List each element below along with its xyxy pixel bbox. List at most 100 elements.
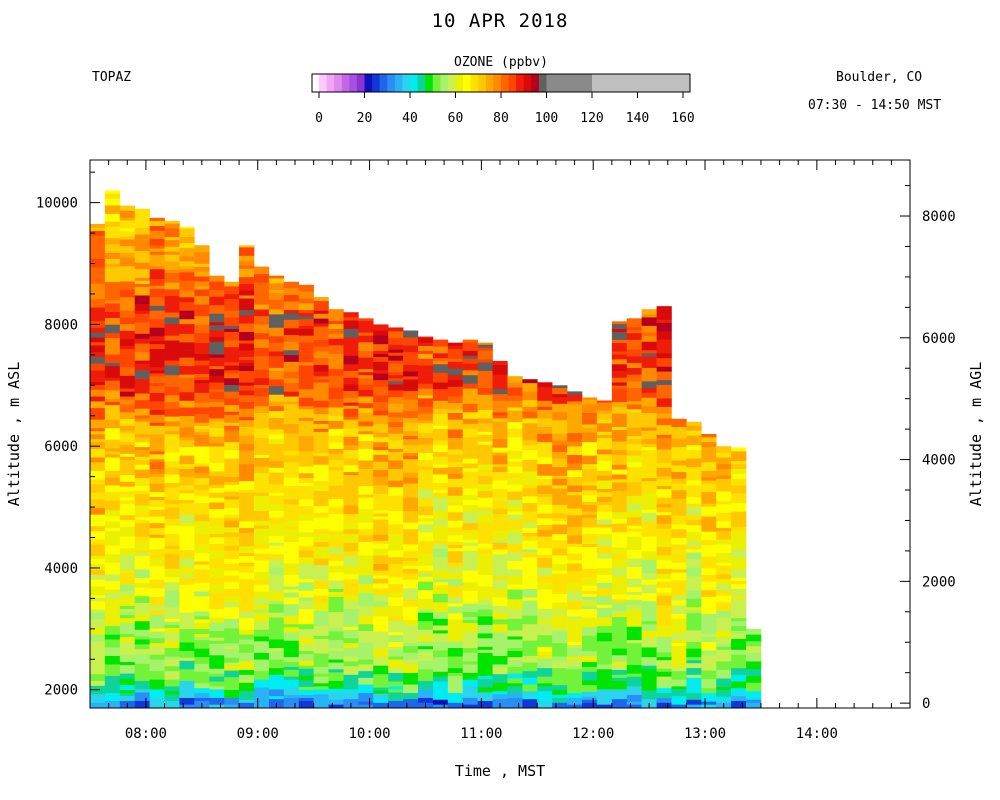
heatmap-cell xyxy=(641,509,657,513)
heatmap-cell xyxy=(626,656,642,666)
heatmap-cell xyxy=(104,216,121,222)
heatmap-cell xyxy=(671,613,687,619)
heatmap-cell xyxy=(611,575,628,585)
heatmap-cell xyxy=(537,426,553,434)
heatmap-cell xyxy=(209,517,225,523)
heatmap-cell xyxy=(477,604,493,610)
heatmap-cell xyxy=(701,491,717,496)
heatmap-cell xyxy=(716,578,732,585)
heatmap-cell xyxy=(373,656,389,666)
heatmap-cell xyxy=(298,397,314,407)
heatmap-cell xyxy=(388,421,404,427)
heatmap-cell xyxy=(432,428,449,432)
heatmap-cell xyxy=(716,559,732,563)
heatmap-cell xyxy=(268,535,285,543)
heatmap-cell xyxy=(268,625,285,631)
heatmap-cell xyxy=(522,532,538,536)
heatmap-cell xyxy=(119,430,136,434)
heatmap-cell xyxy=(224,697,240,705)
heatmap-cell xyxy=(537,582,553,590)
heatmap-cell xyxy=(119,210,136,218)
heatmap-cell xyxy=(477,449,493,457)
heatmap-cell xyxy=(477,490,493,498)
heatmap-cell xyxy=(164,383,180,387)
heatmap-cell xyxy=(686,480,702,486)
heatmap-cell xyxy=(254,335,270,340)
heatmap-cell xyxy=(134,692,150,701)
heatmap-cell xyxy=(90,427,106,432)
heatmap-cell xyxy=(358,701,374,705)
colorbar-title: OZONE (ppbv) xyxy=(454,55,548,70)
heatmap-cell xyxy=(119,646,136,656)
heatmap-cell xyxy=(507,584,523,590)
heatmap-cell xyxy=(626,694,642,702)
heatmap-cell xyxy=(104,332,121,339)
heatmap-cell xyxy=(686,466,702,473)
heatmap-cell xyxy=(507,692,523,698)
heatmap-cell xyxy=(432,461,449,465)
heatmap-cell xyxy=(388,570,404,578)
colorbar-bin xyxy=(637,74,691,92)
heatmap-cell xyxy=(164,686,180,692)
heatmap-cell xyxy=(194,402,210,408)
heatmap-cell xyxy=(283,382,300,392)
heatmap-cell xyxy=(492,597,508,607)
heatmap-cell xyxy=(641,412,657,417)
heatmap-cell xyxy=(104,412,121,420)
heatmap-cell xyxy=(119,257,136,267)
heatmap-cell xyxy=(254,576,270,580)
heatmap-cell xyxy=(239,283,255,291)
heatmap-cell xyxy=(716,478,732,484)
heatmap-cell xyxy=(403,568,419,574)
heatmap-cell xyxy=(417,423,434,431)
heatmap-cell xyxy=(641,559,657,569)
heatmap-cell xyxy=(417,648,434,653)
heatmap-cell xyxy=(149,605,165,611)
heatmap-cell xyxy=(179,420,195,428)
heatmap-cell xyxy=(388,451,404,461)
heatmap-cell xyxy=(209,304,225,314)
heatmap-cell xyxy=(298,485,314,495)
heatmap-cell xyxy=(134,555,150,565)
heatmap-cell xyxy=(522,399,538,407)
heatmap-cell xyxy=(447,351,464,359)
heatmap-cell xyxy=(283,455,300,463)
heatmap-cell xyxy=(373,548,389,556)
heatmap-cell xyxy=(582,540,598,544)
heatmap-cell xyxy=(641,454,657,459)
heatmap-cell xyxy=(239,602,255,612)
heatmap-cell xyxy=(656,322,672,332)
heatmap-cell xyxy=(626,427,642,437)
heatmap-cell xyxy=(611,623,628,627)
heatmap-cell xyxy=(149,534,165,538)
heatmap-cell xyxy=(537,418,553,427)
heatmap-cell xyxy=(328,328,344,334)
heatmap-cell xyxy=(596,550,613,554)
heatmap-cell xyxy=(119,353,136,359)
heatmap-cell xyxy=(388,610,404,616)
heatmap-cell xyxy=(298,482,314,487)
heatmap-cell xyxy=(582,412,598,418)
heatmap-cell xyxy=(701,692,717,702)
heatmap-cell xyxy=(552,513,568,519)
heatmap-cell xyxy=(328,603,344,613)
heatmap-cell xyxy=(194,591,210,597)
heatmap-cell xyxy=(298,608,314,616)
heatmap-cell xyxy=(164,533,180,540)
heatmap-cell xyxy=(254,591,270,599)
heatmap-cell xyxy=(537,406,553,410)
heatmap-cell xyxy=(552,475,568,479)
heatmap-cell xyxy=(447,613,464,617)
heatmap-cell xyxy=(492,466,508,473)
heatmap-cell xyxy=(552,697,568,703)
heatmap-cell xyxy=(298,697,314,701)
heatmap-cell xyxy=(656,306,672,315)
heatmap-cell xyxy=(164,482,180,488)
heatmap-cell xyxy=(164,647,180,657)
heatmap-cell xyxy=(462,578,478,583)
heatmap-cell xyxy=(149,278,165,286)
heatmap-cell xyxy=(582,568,598,578)
heatmap-cell xyxy=(656,687,672,694)
heatmap-cell xyxy=(149,623,165,629)
heatmap-cell xyxy=(507,659,523,667)
